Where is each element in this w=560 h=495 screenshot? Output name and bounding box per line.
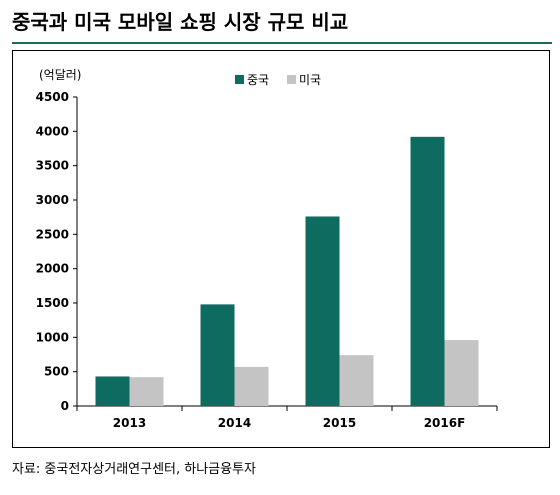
x-tick-label: 2016F [424, 416, 466, 430]
chart-frame: (억달러) 0 500 1000 1500 2000 2500 3000 3500 4000 450… [12, 50, 550, 448]
bar-usa-2014 [234, 366, 269, 406]
y-tick-label: 3500 [36, 159, 69, 173]
page-title: 중국과 미국 모바일 쇼핑 시장 규모 비교 [12, 10, 349, 34]
y-tick-label: 4000 [36, 124, 69, 138]
bar-china-2013 [95, 376, 130, 406]
bar-chart: (억달러) 0 500 1000 1500 2000 2500 3000 3500 4000 450… [36, 68, 498, 430]
bar-usa-2016F [444, 340, 479, 406]
x-tick-label: 2015 [323, 416, 356, 430]
legend-swatch-usa [287, 75, 296, 84]
y-tick-label: 3000 [36, 193, 69, 207]
title-divider [12, 42, 552, 44]
y-tick-label: 4500 [36, 90, 69, 104]
x-tick-label: 2013 [113, 416, 146, 430]
y-tick-label: 0 [61, 399, 69, 413]
legend-swatch-china [235, 75, 244, 84]
bar-usa-2015 [339, 355, 374, 406]
bar-china-2016F [410, 136, 445, 406]
y-tick-label: 2500 [36, 227, 69, 241]
bar-china-2014 [200, 304, 235, 406]
y-tick-label: 500 [44, 365, 69, 379]
legend-label-usa: 미국 [299, 73, 321, 87]
y-tick-label: 2000 [36, 262, 69, 276]
bar-china-2015 [305, 216, 340, 406]
bar-usa-2013 [129, 377, 164, 406]
source-note: 자료: 중국전자상거래연구센터, 하나금융투자 [12, 462, 257, 477]
legend-label-china: 중국 [247, 73, 269, 87]
y-axis-label: (억달러) [39, 68, 81, 82]
y-tick-label: 1500 [36, 296, 69, 310]
y-tick-label: 1000 [36, 330, 69, 344]
x-tick-label: 2014 [218, 416, 251, 430]
